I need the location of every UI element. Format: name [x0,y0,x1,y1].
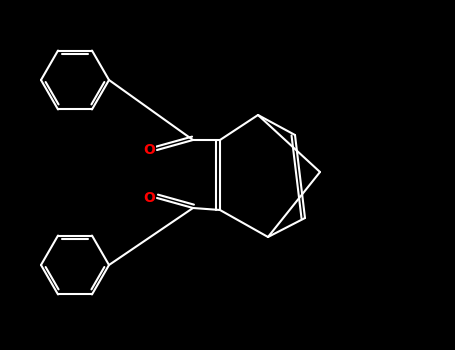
Text: O: O [143,191,155,205]
Text: O: O [143,143,155,157]
